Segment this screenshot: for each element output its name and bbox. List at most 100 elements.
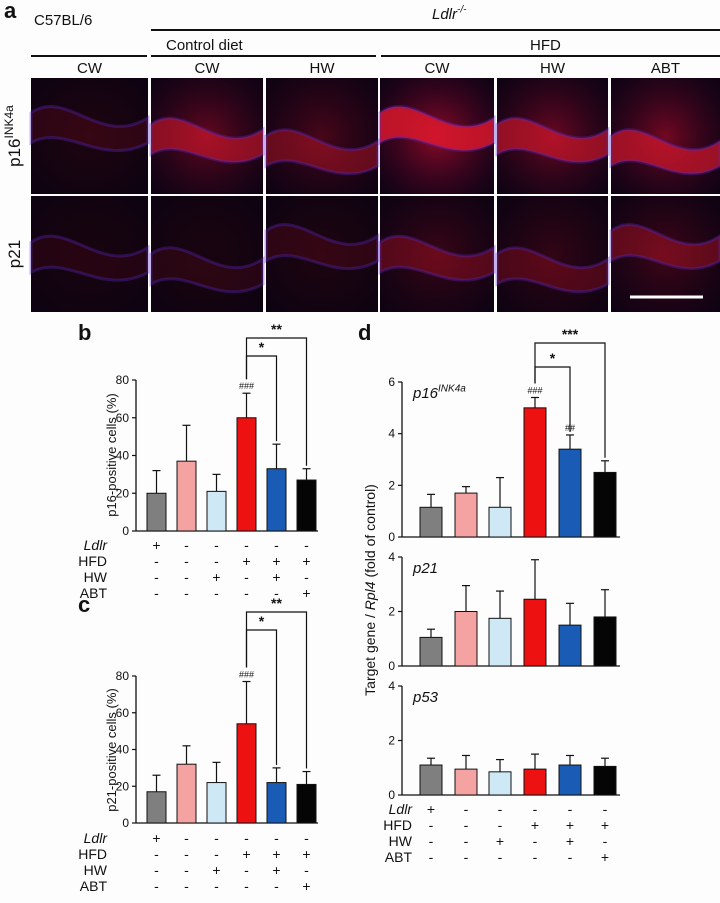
bar-d-p21-5: [593, 616, 617, 667]
micrograph-nuclei-band: [378, 234, 496, 282]
condition-mark-c: -: [244, 878, 249, 894]
micrograph-stained-tissue: [380, 236, 494, 281]
condition-mark-d: -: [464, 849, 469, 865]
condition-mark-c: +: [212, 862, 220, 878]
micrograph-stained-tissue: [151, 118, 263, 163]
panel-letter-d: d: [358, 320, 371, 345]
comparison-bracket-c: [245, 611, 308, 769]
condition-mark-c: -: [214, 830, 219, 846]
row-label-p16: p16INK4a: [2, 105, 24, 167]
y-tick-label-d-p21: 2: [388, 605, 395, 619]
column-header-cw: CW: [77, 60, 103, 77]
condition-mark-d: -: [603, 833, 608, 849]
comparison-bracket-b: [245, 337, 308, 466]
micrograph-nuclei-band: [29, 234, 150, 282]
condition-mark-d: +: [566, 817, 574, 833]
y-tick-label-c: 80: [116, 669, 130, 683]
bar-d-p21-3: [523, 598, 547, 667]
bar-b-4: [266, 468, 287, 532]
bar-d-p21-1: [454, 611, 478, 667]
bar-c-0: [146, 791, 167, 824]
micrograph-tissue-glow: [611, 196, 720, 312]
bar-d-p53-0: [419, 764, 443, 796]
condition-mark-c: -: [154, 862, 159, 878]
micrograph-stained-tissue: [611, 129, 720, 174]
condition-mark-d: -: [533, 833, 538, 849]
panel-letter-b: b: [78, 320, 91, 345]
micrograph-stained-tissue: [151, 247, 263, 292]
micrograph-tissue-glow: [497, 196, 608, 312]
y-tick-label-c: 0: [122, 816, 129, 830]
bar-b-0: [146, 492, 167, 532]
micrograph-nuclei-band: [495, 116, 610, 164]
y-tick-label-b: 40: [116, 449, 130, 463]
condition-mark-b: -: [244, 585, 249, 601]
y-tick-label-c: 20: [116, 779, 130, 793]
bar-c-4: [266, 782, 287, 824]
strain-label-wt: C57BL/6: [34, 12, 92, 29]
condition-mark-b: -: [274, 585, 279, 601]
condition-mark-c: -: [184, 862, 189, 878]
micrograph-nuclei-band: [378, 105, 496, 153]
y-tick-label-b: 80: [116, 373, 130, 387]
micrograph-tissue-glow: [266, 196, 378, 312]
micrograph-tissue-glow: [266, 78, 378, 194]
comparison-stars-c: *: [259, 613, 265, 629]
condition-mark-c: -: [154, 878, 159, 894]
condition-mark-d: +: [601, 817, 609, 833]
condition-mark-c: -: [244, 862, 249, 878]
column-header-cw: CW: [195, 60, 221, 77]
condition-mark-d: +: [566, 833, 574, 849]
condition-mark-c: +: [152, 830, 160, 846]
condition-mark-d: +: [531, 817, 539, 833]
micrograph-nuclei-band: [264, 223, 380, 271]
condition-mark-b: -: [154, 585, 159, 601]
condition-mark-b: -: [184, 585, 189, 601]
bar-d-p16-4: [558, 448, 582, 538]
bar-d-p53-1: [454, 768, 478, 796]
condition-mark-b: +: [152, 537, 160, 553]
condition-mark-d: -: [464, 833, 469, 849]
bar-d-p21-4: [558, 624, 582, 667]
condition-mark-d: -: [464, 817, 469, 833]
condition-mark-d: -: [603, 801, 608, 817]
gene-label-p16: p16INK4a: [412, 384, 466, 402]
panel-letter-c: c: [78, 592, 90, 617]
condition-mark-b: +: [212, 569, 220, 585]
condition-label-abt-d: ABT: [385, 849, 413, 865]
condition-mark-d: -: [498, 801, 503, 817]
condition-mark-c: -: [244, 830, 249, 846]
significance-hash-d-p16: ###: [527, 386, 542, 396]
condition-mark-d: -: [498, 849, 503, 865]
bar-c-3: [236, 723, 257, 824]
condition-mark-b: -: [184, 537, 189, 553]
condition-mark-c: -: [304, 862, 309, 878]
condition-mark-b: +: [272, 553, 280, 569]
y-tick-label-d-p16: 0: [388, 530, 395, 544]
bar-c-2: [206, 782, 227, 824]
condition-mark-c: -: [214, 878, 219, 894]
micrograph-nuclei-band: [264, 128, 380, 176]
y-tick-label-d-p16: 4: [388, 427, 395, 441]
bar-b-3: [236, 417, 257, 532]
bar-d-p16-0: [419, 506, 443, 538]
y-axis-label-d: Target gene / Rpl4 (fold of control): [362, 484, 378, 696]
condition-mark-d: -: [429, 833, 434, 849]
condition-label-hw-b: HW: [84, 569, 108, 585]
micrograph-stained-tissue: [611, 224, 720, 269]
condition-label-abt-c: ABT: [80, 878, 108, 894]
bar-d-p21-2: [488, 617, 512, 667]
bar-d-p53-4: [558, 764, 582, 796]
y-tick-label-d-p53: 4: [388, 679, 395, 693]
micrograph-stained-tissue: [266, 129, 378, 174]
condition-mark-b: -: [214, 537, 219, 553]
gene-label-p21: p21: [412, 560, 438, 577]
panel-letter-a: a: [4, 0, 17, 23]
micrograph-nuclei-band: [149, 116, 265, 164]
y-tick-label-b: 20: [116, 486, 130, 500]
condition-label-hw-d: HW: [389, 833, 413, 849]
condition-mark-d: -: [429, 849, 434, 865]
condition-mark-c: +: [242, 846, 250, 862]
y-axis-label-b: p16-positive cells (%): [104, 393, 119, 517]
